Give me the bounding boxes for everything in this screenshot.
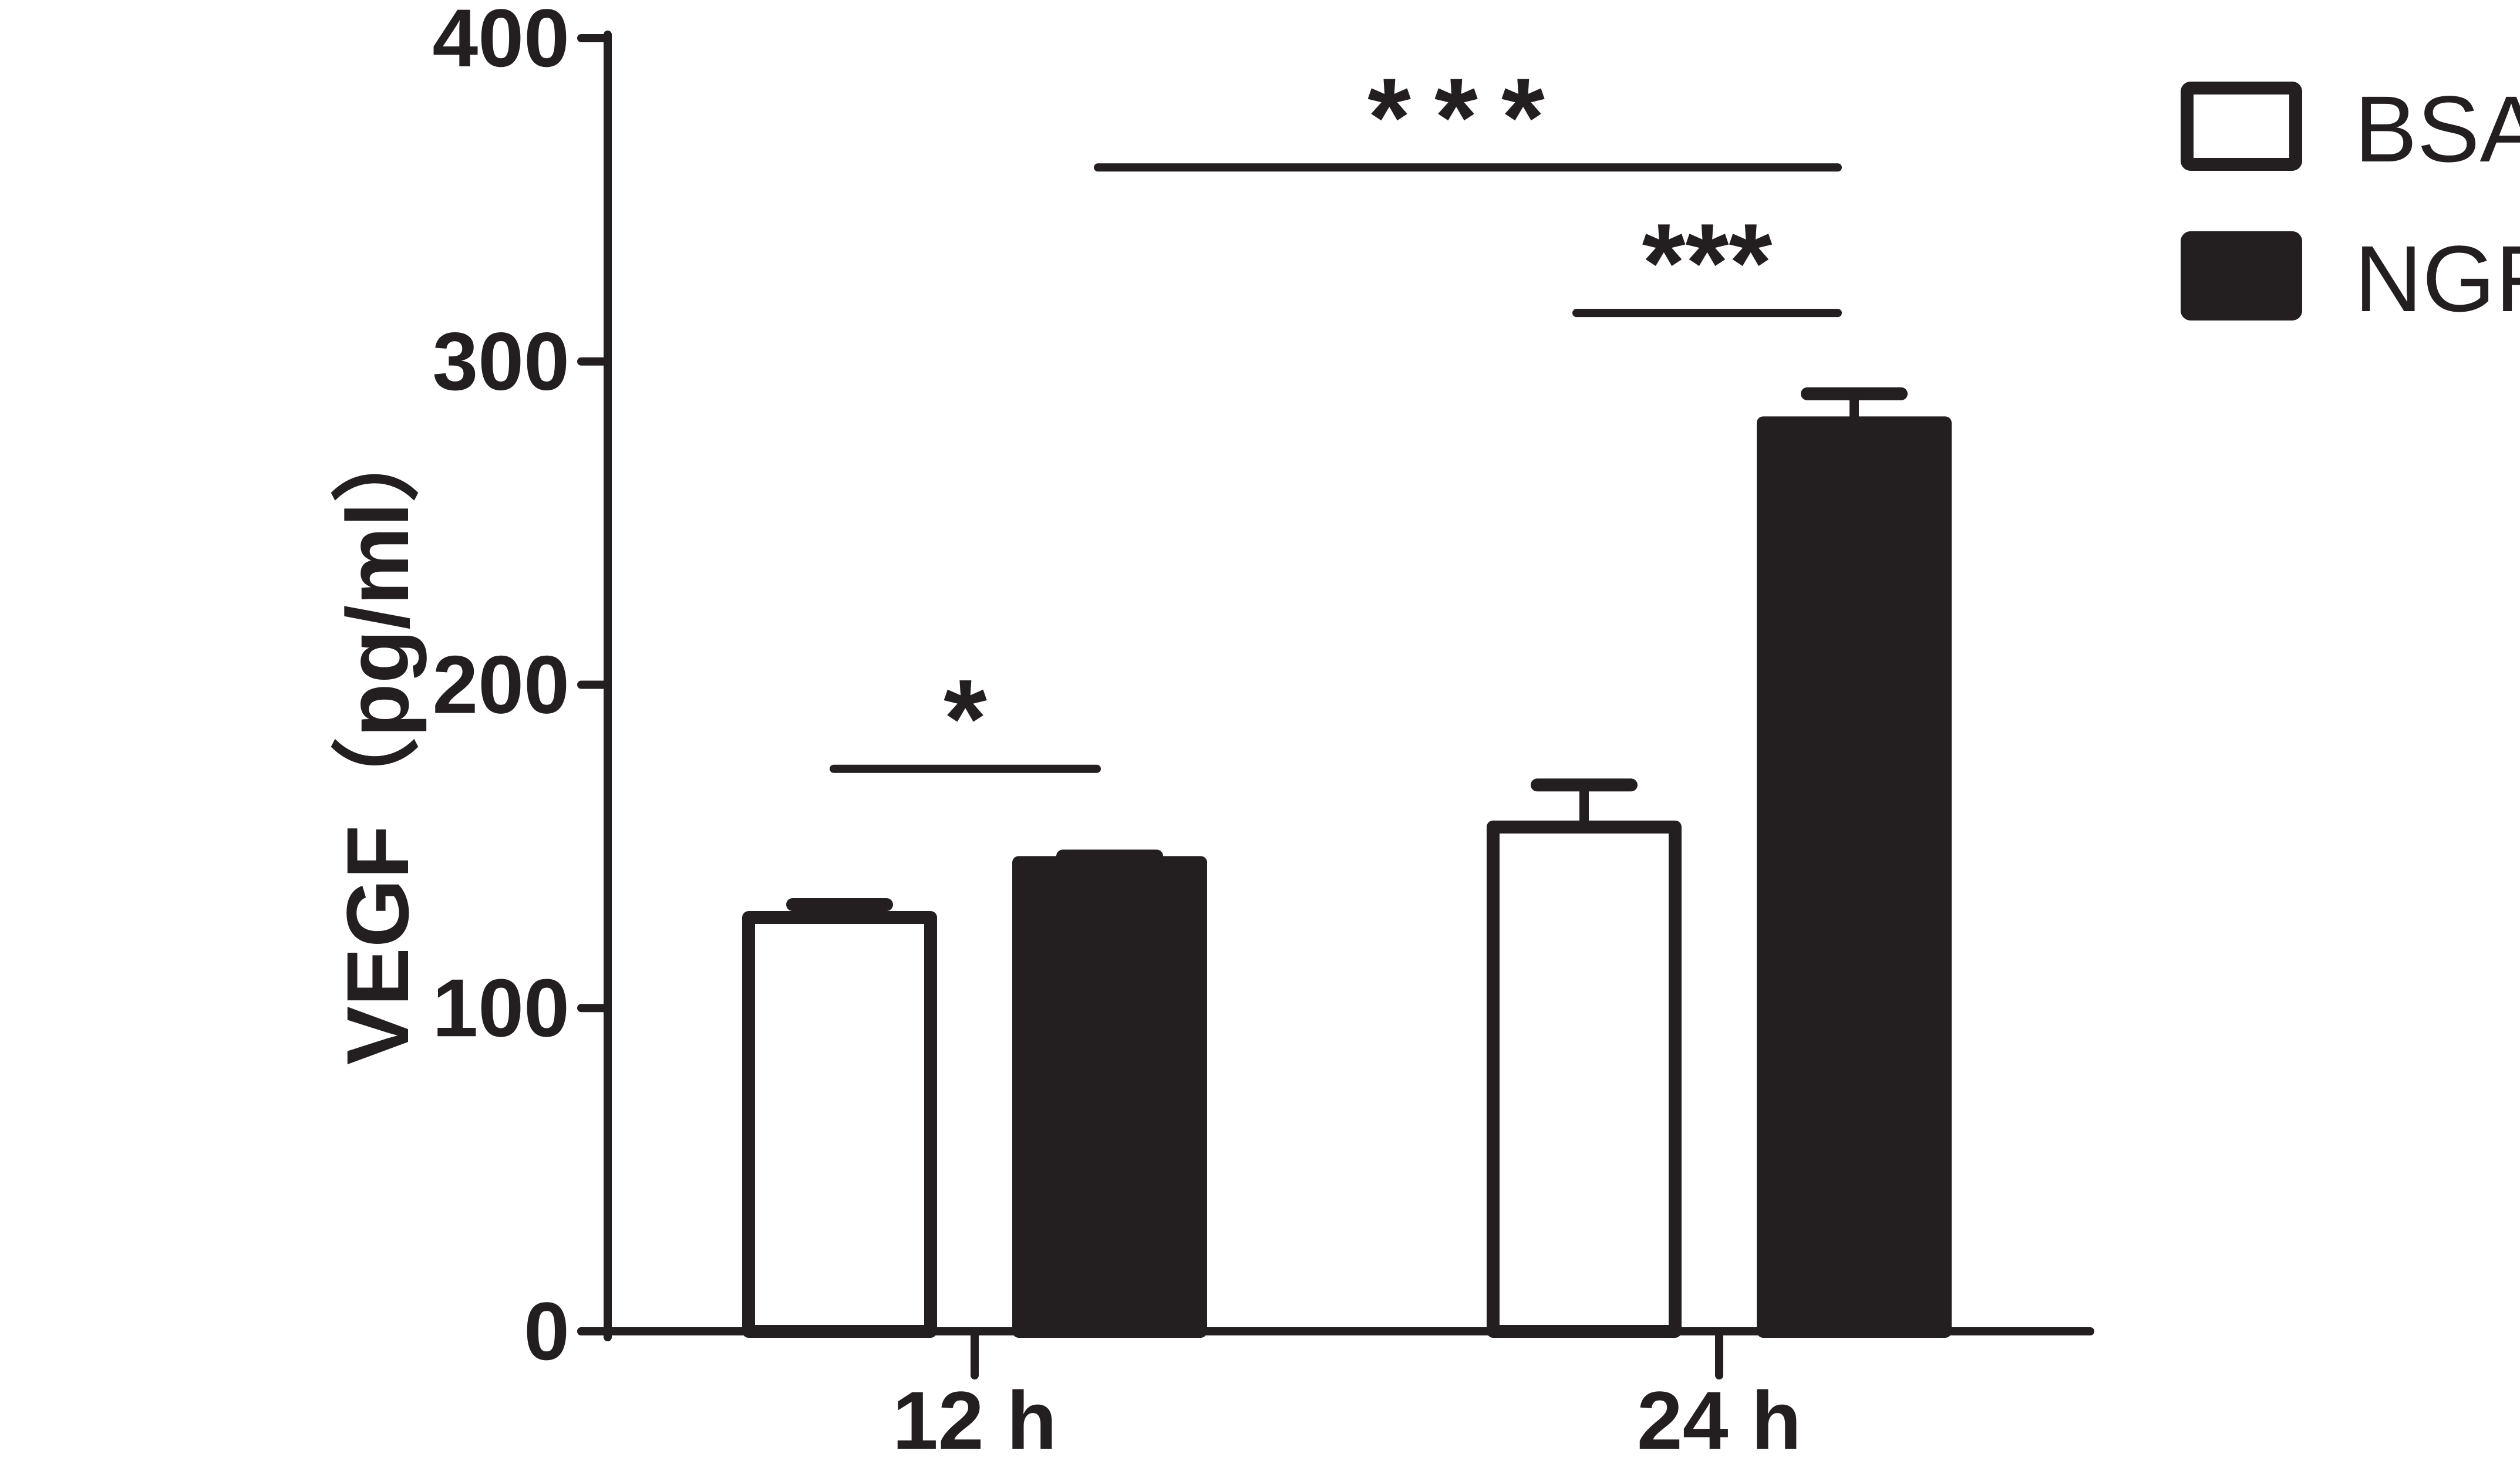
axes: 0 100 200 300 400 12 h 24 h	[432, 0, 2094, 1464]
y-tick-label: 300	[432, 315, 570, 407]
y-tick-label: 400	[432, 0, 570, 84]
bar	[742, 911, 937, 1338]
bar	[1757, 416, 1952, 1338]
legend-label: BSA	[2354, 76, 2520, 181]
significance-label: ***	[1367, 55, 1568, 180]
y-tick-label: 100	[432, 962, 570, 1054]
x-tick-label: 24 h	[1637, 1374, 1801, 1464]
bar	[1487, 820, 1682, 1338]
bar	[1012, 856, 1207, 1338]
error-bars	[786, 387, 1908, 918]
legend: BSA NGF	[2181, 76, 2520, 331]
legend-swatch	[2181, 82, 2302, 171]
significance-label: *	[944, 657, 987, 781]
y-tick-label: 200	[432, 639, 570, 731]
y-axis-label: VEGF（pg/ml）	[328, 414, 427, 1065]
significance-annotations: *******	[830, 55, 1842, 781]
significance-label: ***	[1642, 201, 1773, 325]
bars	[742, 416, 1952, 1338]
x-tick-label: 12 h	[892, 1374, 1057, 1464]
legend-swatch	[2181, 231, 2302, 321]
y-tick-label: 0	[524, 1285, 570, 1377]
legend-label: NGF	[2354, 226, 2520, 331]
